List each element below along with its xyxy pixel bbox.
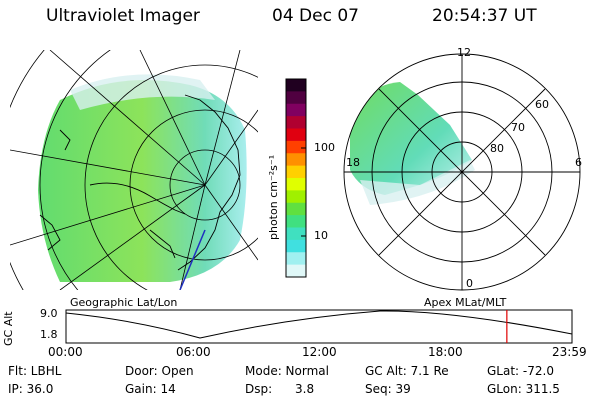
colorbar-segment (286, 165, 306, 179)
mlt-label-18: 18 (346, 156, 360, 169)
altitude-curve (65, 310, 573, 339)
filter-info: Flt: LBHL (8, 364, 62, 378)
colorbar-segment (286, 252, 306, 266)
mlat-mlt-grid (343, 53, 581, 291)
colorbar-segment (286, 202, 306, 216)
colorbar-tick-100: 100 (314, 141, 335, 154)
mlt-label-6: 6 (575, 156, 582, 169)
colorbar-segment (286, 178, 306, 191)
altitude-ylabel: GC Alt (2, 311, 15, 346)
mlt-label-0: 0 (466, 277, 473, 290)
colorbar-tick-10: 10 (314, 229, 328, 242)
colorbar-segment (286, 116, 306, 129)
mode-info: Mode: Normal (245, 364, 329, 378)
coastlines (39, 94, 241, 271)
seq-info: Seq: 39 (365, 382, 411, 396)
colorbar-label: photon cm⁻²s⁻¹ (267, 154, 280, 240)
colorbar-segment (286, 227, 306, 241)
mlat-label-60: 60 (535, 98, 549, 111)
xtick-0000: 00:00 (48, 345, 83, 359)
glon-info: GLon: 311.5 (487, 382, 560, 396)
mlat-label-70: 70 (511, 121, 525, 134)
xtick-1800: 18:00 (428, 345, 463, 359)
colorbar (285, 78, 307, 278)
colorbar-segment (286, 215, 306, 228)
colorbar-border (285, 78, 307, 278)
altitude-ytick-bottom: 1.8 (40, 328, 58, 341)
time-label: 20:54:37 UT (432, 6, 537, 26)
door-info: Door: Open (125, 364, 194, 378)
colorbar-segment (286, 140, 306, 154)
colorbar-segment (286, 239, 306, 253)
apex-caption: Apex MLat/MLT (424, 296, 507, 309)
lat-lon-grid (10, 50, 258, 290)
apex-image (343, 53, 581, 291)
xtick-1200: 12:00 (302, 345, 337, 359)
colorbar-segment (286, 264, 306, 278)
dsp-info: Dsp: 3.8 (245, 382, 315, 396)
colorbar-segment (286, 128, 306, 142)
altitude-plot (65, 309, 573, 344)
meridian-highlight (179, 229, 206, 290)
gain-info: Gain: 14 (125, 382, 176, 396)
colorbar-segment (286, 153, 306, 167)
aurora-faint-geo (70, 74, 215, 110)
mlt-label-12: 12 (457, 46, 471, 59)
colorbar-segment (286, 103, 306, 117)
geographic-caption: Geographic Lat/Lon (70, 296, 178, 309)
xtick-0600: 06:00 (176, 345, 211, 359)
colorbar-segment (286, 79, 306, 92)
glat-info: GLat: -72.0 (487, 364, 554, 378)
ip-info: IP: 36.0 (8, 382, 54, 396)
mlat-label-80: 80 (490, 142, 504, 155)
aurora-faint-apex (360, 160, 475, 205)
colorbar-segment (286, 190, 306, 204)
aurora-emission-geo (38, 80, 247, 282)
xtick-2359: 23:59 (552, 345, 587, 359)
geographic-image (10, 50, 258, 290)
aurora-emission-apex (350, 82, 472, 195)
altitude-ytick-top: 9.0 (40, 307, 58, 320)
colorbar-segment (286, 91, 306, 105)
date-label: 04 Dec 07 (272, 6, 359, 26)
gc-alt-info: GC Alt: 7.1 Re (365, 364, 449, 378)
instrument-title: Ultraviolet Imager (46, 6, 200, 26)
